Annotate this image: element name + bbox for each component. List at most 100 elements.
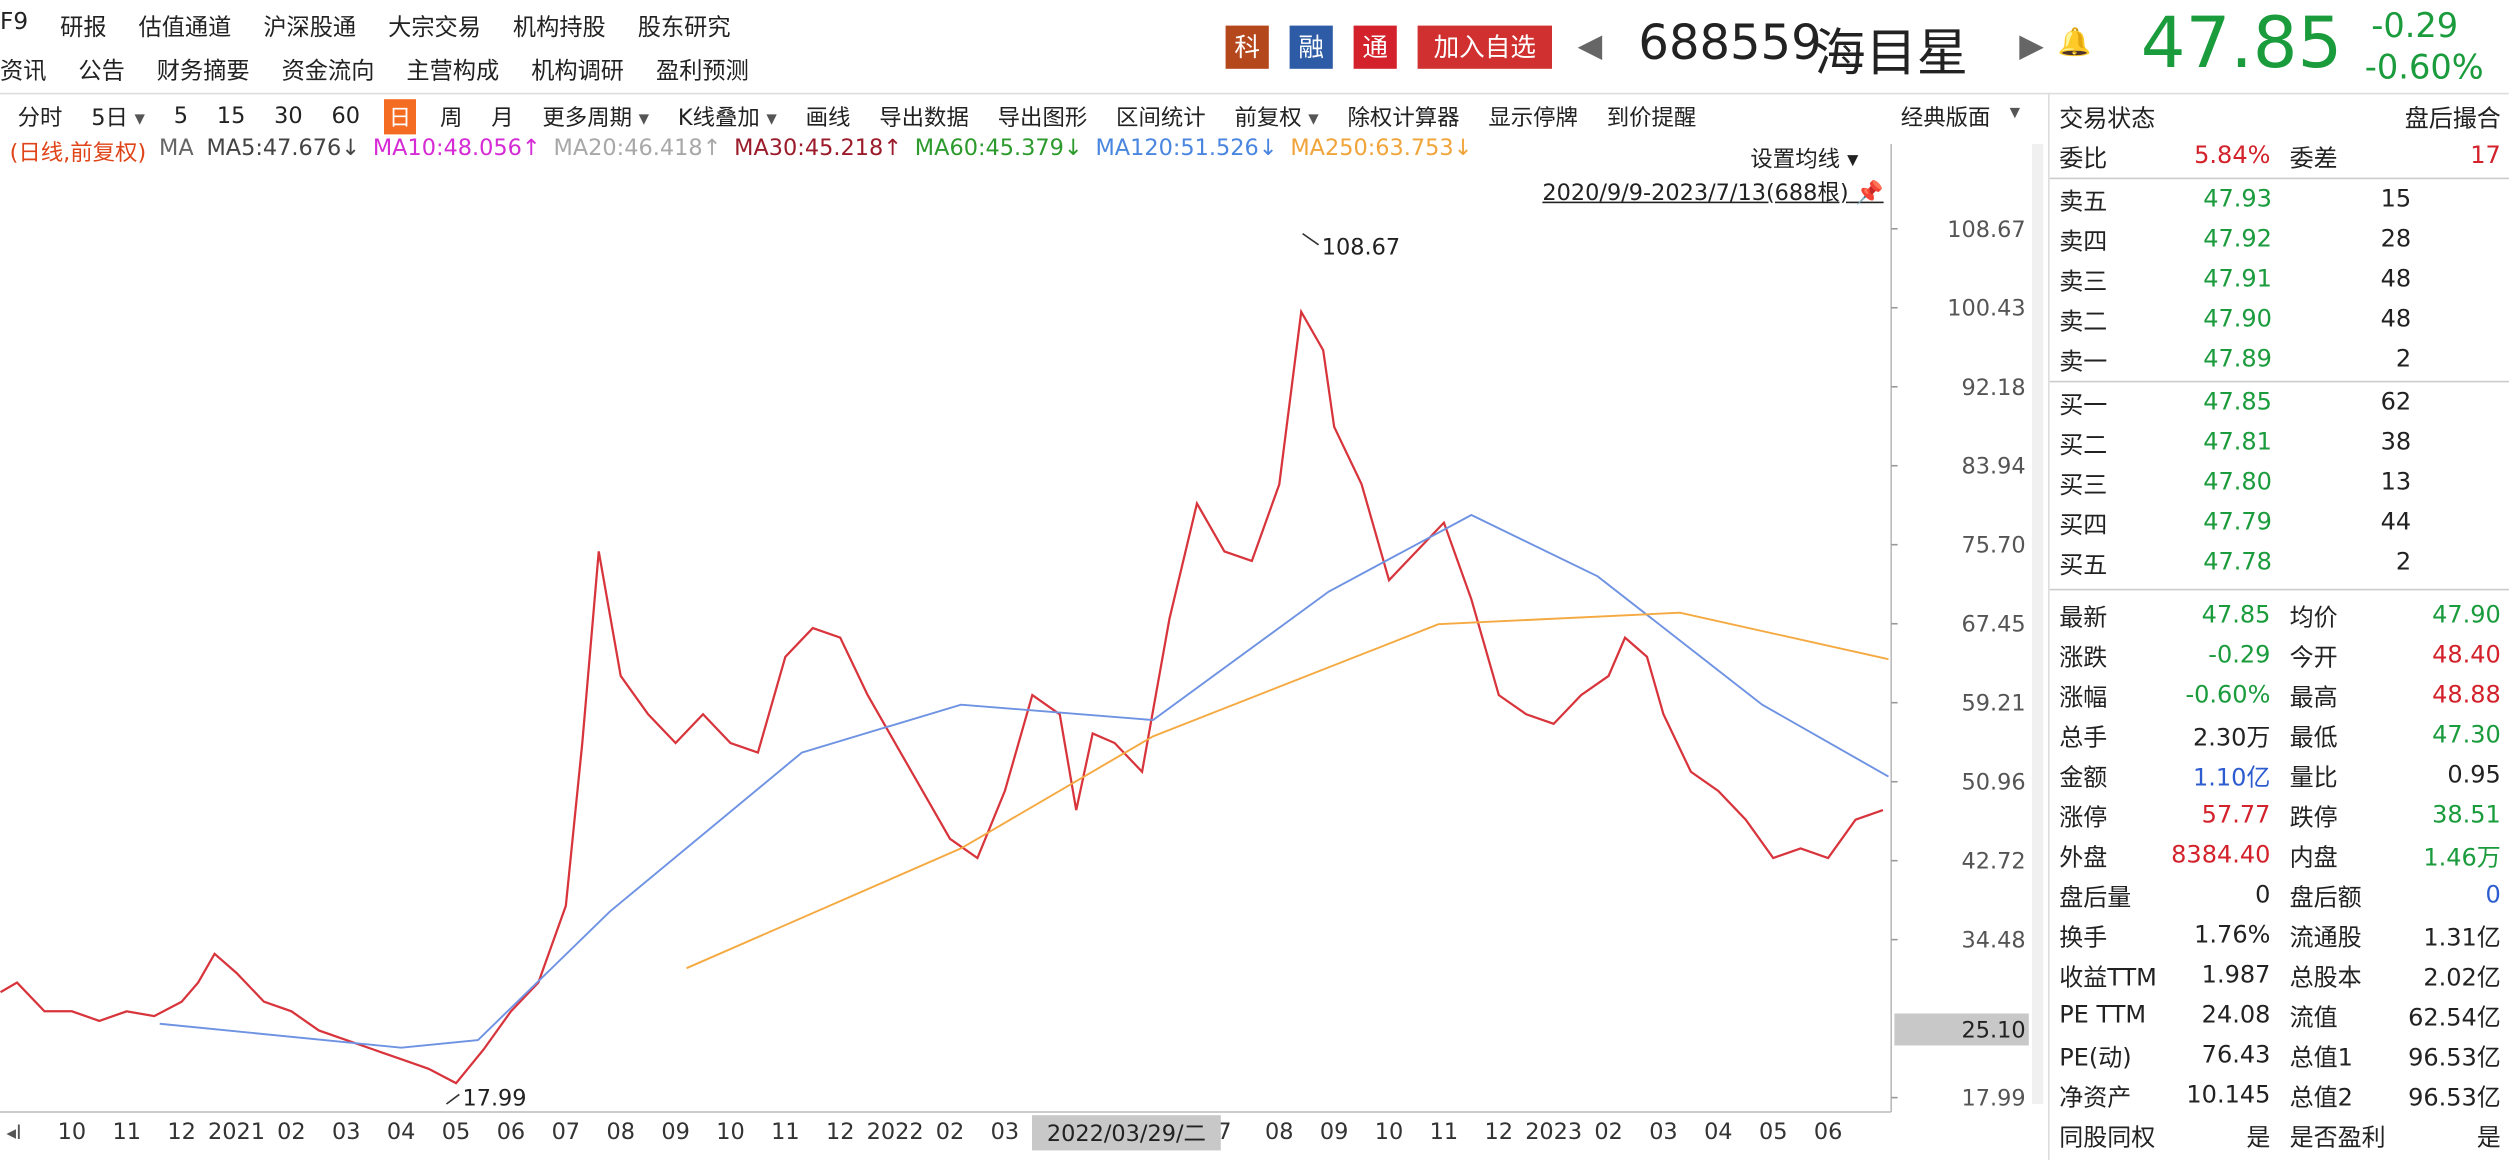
layout-button[interactable]: 经典版面 xyxy=(1900,105,1991,132)
toolbar-item[interactable]: 研报 xyxy=(60,16,107,42)
bell[interactable]: 🔔 xyxy=(2057,27,2092,60)
price-line xyxy=(159,513,1889,1049)
period-item[interactable]: 画线 xyxy=(805,105,851,132)
period-item[interactable]: 显示停牌 xyxy=(1488,105,1578,132)
x-tick-label: 11 xyxy=(771,1119,800,1145)
toolbar-item[interactable]: 大宗交易 xyxy=(388,16,481,42)
period-item[interactable]: 导出数据 xyxy=(879,105,969,132)
toolbar-item[interactable]: 盈利预测 xyxy=(656,59,749,85)
period-item[interactable]: 除权计算器 xyxy=(1347,105,1460,132)
x-tick-label: 10 xyxy=(716,1119,745,1145)
legend-item: MA60:45.379↓ xyxy=(914,136,1083,162)
legend-item: MA10:48.056↑ xyxy=(372,136,541,162)
period-item[interactable]: 5日 xyxy=(86,99,149,134)
panel-cell: 0 xyxy=(2255,880,2271,909)
period-item[interactable]: K线叠加 xyxy=(673,99,782,134)
legend-mode: (日线,前复权) xyxy=(9,140,147,167)
panel-cell: 涨跌 xyxy=(2059,643,2108,672)
period-item[interactable]: 周 xyxy=(440,105,463,132)
period-item[interactable]: 60 xyxy=(331,104,360,130)
panel-cell: 委差 xyxy=(2289,144,2338,173)
panel-cell: 47.79 xyxy=(2203,507,2272,536)
ma-settings[interactable]: 设置均线 ▾ xyxy=(1750,147,1859,173)
panel-cell: 均价 xyxy=(2289,603,2338,632)
ma-legend: (日线,前复权) MA MA5:47.676↓ MA10:48.056↑ MA20:46… xyxy=(10,136,1486,168)
high-label: 108.67 xyxy=(1322,234,1400,260)
toolbar-item[interactable]: 股东研究 xyxy=(637,16,731,42)
x-tick-label: 2023 xyxy=(1525,1119,1582,1145)
panel-row: 买一 47.85 62 xyxy=(2050,382,2509,422)
panel-cell: 17 xyxy=(2470,140,2501,170)
period-item[interactable]: 分时 xyxy=(17,105,63,132)
toolbar-item[interactable]: 机构调研 xyxy=(531,59,624,85)
panel-cell: 13 xyxy=(2380,467,2412,496)
x-tick-label: 11 xyxy=(113,1119,142,1145)
panel-cell: PE TTM xyxy=(2059,1000,2147,1029)
legend-prefix: MA xyxy=(159,136,194,162)
period-item[interactable]: 月 xyxy=(491,105,514,132)
toolbar-item[interactable]: 机构持股 xyxy=(512,16,606,42)
badge[interactable]: 通 xyxy=(1353,25,1397,69)
ma-settings-text[interactable]: 设置均线 xyxy=(1750,147,1840,173)
period-item[interactable]: 5 xyxy=(173,104,189,130)
period-item[interactable]: 30 xyxy=(274,104,303,130)
toolbar-item[interactable]: 主营构成 xyxy=(406,59,500,85)
period-item[interactable]: 日 xyxy=(384,99,416,135)
toolbar-item[interactable]: 估值通道 xyxy=(138,16,232,42)
panel-cell: 外盘 xyxy=(2059,843,2108,872)
chart: 108.67 100.43 92.18 83.94 75.70 67.45 59.21 50.… xyxy=(0,144,2029,1151)
toolbar-item[interactable]: 公告 xyxy=(78,59,125,85)
badge[interactable]: 科 xyxy=(1225,25,1269,69)
panel-cell: 卖四 xyxy=(2059,227,2108,256)
x-tick-label: 02 xyxy=(277,1119,306,1145)
panel-cell: 是否盈利 xyxy=(2289,1123,2386,1152)
panel-cell: 买四 xyxy=(2059,510,2108,540)
panel-cell: 28 xyxy=(2380,224,2412,253)
panel-cell: 48.40 xyxy=(2432,640,2501,669)
x-tick-label: 02 xyxy=(1594,1119,1623,1145)
toolbar-item[interactable]: 资讯 xyxy=(0,59,47,85)
toolbar-item[interactable]: 财务摘要 xyxy=(156,59,250,85)
x-tick-label: 2022 xyxy=(867,1119,924,1145)
next-arrow[interactable]: ▶ xyxy=(2019,25,2044,65)
x-tick-label: 03 xyxy=(991,1119,1020,1145)
panel-row: 金额 1.10亿 量比 0.95 xyxy=(2050,755,2509,795)
y-tick-label: 92.18 xyxy=(1961,375,2025,401)
x-tick-label: 06 xyxy=(497,1119,525,1145)
panel-row: 涨跌 -0.29 今开 48.40 xyxy=(2050,635,2509,675)
period-item[interactable]: 到价提醒 xyxy=(1606,105,1697,132)
panel-cell: 47.80 xyxy=(2203,467,2272,496)
panel-cell: 38 xyxy=(2380,427,2412,456)
panel-cell: 96.53亿 xyxy=(2408,1043,2501,1072)
layout-arrow[interactable]: ▾ xyxy=(2009,100,2021,125)
x-tick-label: 02 xyxy=(936,1119,965,1145)
period-item[interactable]: 更多周期 xyxy=(538,99,654,134)
panel-cell: 96.53亿 xyxy=(2408,1083,2501,1112)
cursor-date: 2022/03/29/二 xyxy=(1047,1121,1206,1147)
panel-cell: 内盘 xyxy=(2289,843,2338,872)
panel-row: 买三 47.80 13 xyxy=(2050,462,2509,502)
legend-item: MA30:45.218↑ xyxy=(734,136,902,162)
period-item[interactable]: 导出图形 xyxy=(997,105,1088,132)
toolbar-item[interactable]: 沪深股通 xyxy=(263,16,357,42)
panel-cell: 44 xyxy=(2380,507,2412,536)
panel-cell: 1.46万 xyxy=(2423,843,2501,872)
period-item[interactable]: 区间统计 xyxy=(1116,105,1206,132)
period-item[interactable]: 15 xyxy=(216,104,246,130)
add-button[interactable]: 加入自选 xyxy=(1417,25,1552,69)
panel-cell: 48 xyxy=(2380,264,2412,293)
period-item[interactable]: 前复权 xyxy=(1230,99,1324,134)
y-tick-label: 100.43 xyxy=(1947,296,2025,322)
panel-row: 卖五 47.93 15 xyxy=(2050,179,2509,219)
badge[interactable]: 融 xyxy=(1289,25,1333,69)
toolbar-item[interactable]: F9 xyxy=(0,9,29,36)
divider xyxy=(2049,380,2509,383)
panel-row: 换手 1.76% 流通股 1.31亿 xyxy=(2050,915,2509,955)
prev-arrow[interactable]: ◀ xyxy=(1577,25,1603,65)
toolbar-item[interactable]: 资金流向 xyxy=(281,59,375,85)
panel-cell: 买一 xyxy=(2059,390,2108,420)
panel-cell: 15 xyxy=(2380,184,2412,213)
panel-cell: 买二 xyxy=(2059,430,2108,460)
